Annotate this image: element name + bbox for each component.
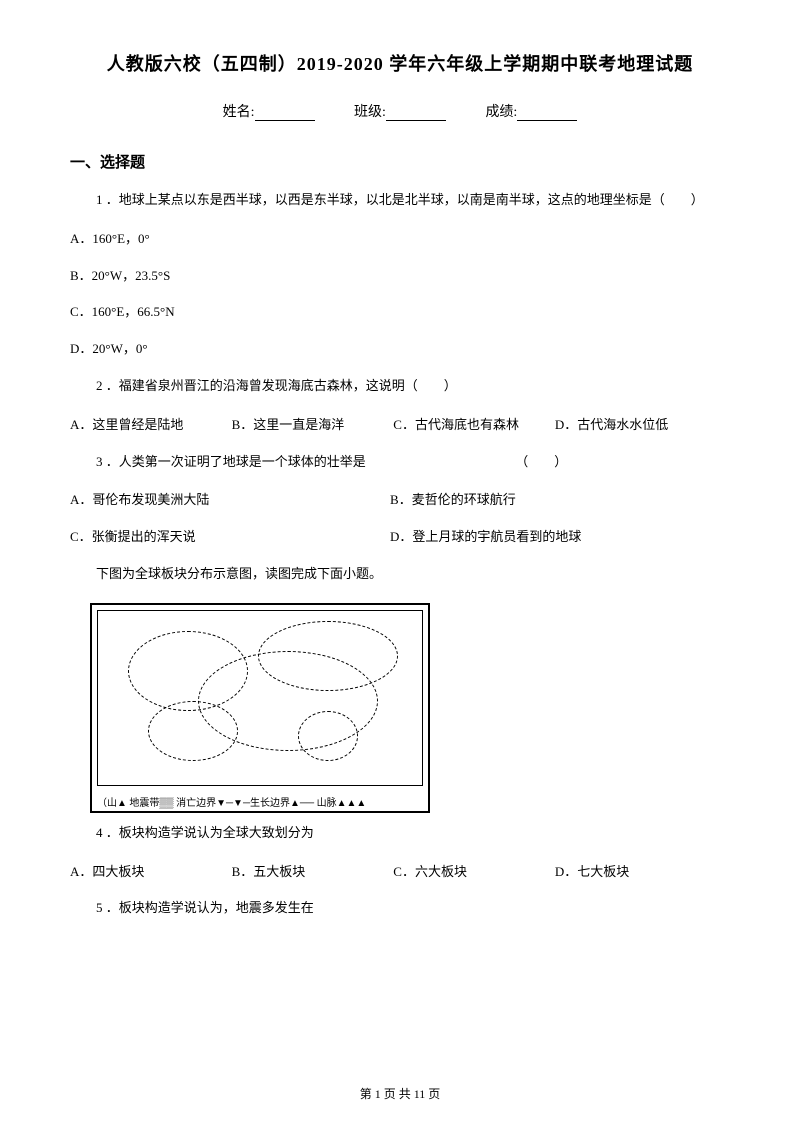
student-info-line: 姓名: 班级: 成绩:	[70, 101, 730, 121]
question-4: 4 ．板块构造学说认为全球大致划分为	[70, 823, 730, 844]
q3-option-c: C．张衡提出的浑天说	[70, 527, 387, 548]
score-label: 成绩:	[485, 105, 517, 120]
q1-option-b: B．20°W，23.5°S	[70, 266, 730, 287]
q2-option-b: B．这里一直是海洋	[232, 415, 390, 436]
q4-options: A．四大板块 B．五大板块 C．六大板块 D．七大板块	[70, 862, 730, 883]
class-label: 班级:	[354, 105, 386, 120]
q2-options: A．这里曾经是陆地 B．这里一直是海洋 C．古代海底也有森林 D．古代海水水位低	[70, 415, 730, 436]
q2-option-d: D．古代海水水位低	[555, 415, 713, 436]
name-blank[interactable]	[255, 107, 315, 121]
section-heading: 一、选择题	[70, 151, 730, 172]
q1-option-d: D．20°W，0°	[70, 339, 730, 360]
map-shape	[148, 701, 238, 761]
q1-option-a: A．160°E，0°	[70, 229, 730, 250]
map-shape	[258, 621, 398, 691]
q3-options-row2: C．张衡提出的浑天说 D．登上月球的宇航员看到的地球	[70, 527, 730, 548]
q3-option-a: A．哥伦布发现美洲大陆	[70, 490, 387, 511]
q2-option-c: C．古代海底也有森林	[393, 415, 551, 436]
q4-option-a: A．四大板块	[70, 862, 228, 883]
q2-option-a: A．这里曾经是陆地	[70, 415, 228, 436]
q1-option-c: C．160°E，66.5°N	[70, 302, 730, 323]
plate-map-figure: （山▲ 地震带▒▒ 消亡边界▼─▼─生长边界▲── 山脉▲▲▲	[90, 603, 430, 813]
question-2: 2 ．福建省泉州晋江的沿海曾发现海底古森林，这说明（ ）	[70, 376, 730, 397]
map-inner	[97, 610, 423, 786]
exam-title: 人教版六校（五四制）2019-2020 学年六年级上学期期中联考地理试题	[70, 50, 730, 76]
figure-intro: 下图为全球板块分布示意图，读图完成下面小题。	[70, 564, 730, 585]
q4-option-b: B．五大板块	[232, 862, 390, 883]
name-label: 姓名:	[223, 105, 255, 120]
q3-option-d: D．登上月球的宇航员看到的地球	[390, 527, 707, 548]
question-1: 1 ．地球上某点以东是西半球，以西是东半球，以北是北半球，以南是南半球，这点的地…	[70, 190, 730, 211]
name-field: 姓名:	[223, 105, 318, 120]
q4-option-c: C．六大板块	[393, 862, 551, 883]
q4-option-d: D．七大板块	[555, 862, 713, 883]
q3-option-b: B．麦哲伦的环球航行	[390, 490, 707, 511]
class-blank[interactable]	[386, 107, 446, 121]
map-shape	[298, 711, 358, 761]
question-5: 5 ．板块构造学说认为，地震多发生在	[70, 898, 730, 919]
score-field: 成绩:	[485, 105, 577, 120]
q3-options-row1: A．哥伦布发现美洲大陆 B．麦哲伦的环球航行	[70, 490, 730, 511]
figure-legend: （山▲ 地震带▒▒ 消亡边界▼─▼─生长边界▲── 山脉▲▲▲	[97, 794, 423, 809]
class-field: 班级:	[354, 105, 449, 120]
question-3: 3 ．人类第一次证明了地球是一个球体的壮举是 （ ）	[70, 452, 730, 473]
score-blank[interactable]	[517, 107, 577, 121]
page-footer: 第 1 页 共 11 页	[0, 1085, 800, 1102]
